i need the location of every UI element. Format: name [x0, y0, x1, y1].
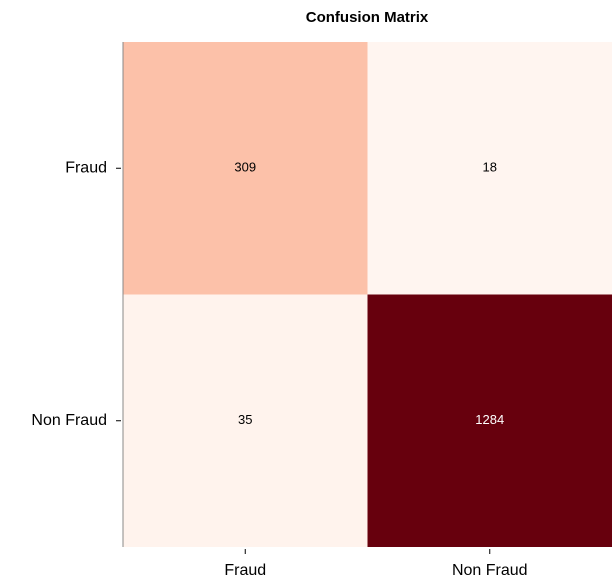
cell-label: 1284: [475, 412, 504, 427]
heatmap-cell: [367, 42, 612, 295]
cell-label: 18: [483, 160, 497, 175]
heatmap-cell: [367, 294, 612, 547]
y-tick-label: Fraud: [65, 159, 107, 176]
heatmap-cell: [123, 42, 368, 295]
cell-label: 309: [234, 160, 256, 175]
cell-label: 35: [238, 412, 252, 427]
chart-title: Confusion Matrix: [306, 9, 429, 26]
y-tick-label: Non Fraud: [31, 412, 107, 429]
x-tick-label: Fraud: [224, 562, 266, 579]
heatmap-cell: [123, 294, 368, 547]
x-tick-label: Non Fraud: [452, 562, 528, 579]
